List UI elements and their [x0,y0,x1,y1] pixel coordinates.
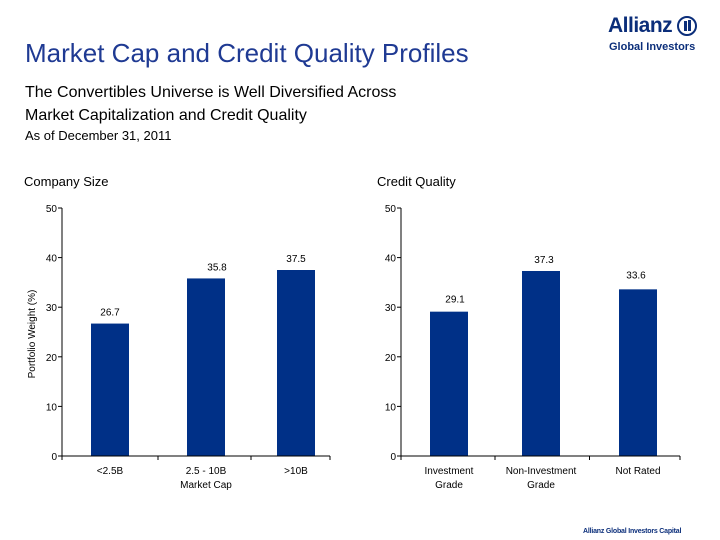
footer-brand: Allianz Global Investors Capital [583,528,682,535]
credit-quality-y-tick-label: 30 [385,303,397,314]
company-size-bar [91,323,129,456]
credit-quality-data-label: 33.6 [626,270,646,281]
company-size-y-tick-label: 10 [46,402,58,413]
company-size-y-axis-title: Portfolio Weight (%) [27,290,38,379]
company-size-category-label: >10B [284,466,308,477]
company-size-data-label: 35.8 [207,262,227,273]
credit-quality-category-label: Investment [425,466,474,477]
credit-quality-category-label: Non-Investment [506,466,577,477]
subtitle-line-2: Market Capitalization and Credit Quality [25,107,307,124]
credit-quality-y-tick-label: 40 [385,254,397,265]
credit-quality-data-label: 29.1 [445,295,465,306]
logo-wordmark: Allianz [608,14,673,37]
credit-quality-y-tick-label: 0 [390,452,396,463]
subtitle: The Convertibles Universe is Well Divers… [25,81,545,127]
credit-quality-bar [430,311,468,456]
credit-quality-data-label: 37.3 [534,255,554,266]
credit-quality-y-tick-label: 50 [385,204,397,215]
company-size-y-tick-label: 0 [51,452,57,463]
allianz-logo: Allianz Global Investors [600,14,705,58]
company-size-category-label: <2.5B [97,466,124,477]
credit-quality-category-label: Grade [527,480,555,491]
page-title: Market Cap and Credit Quality Profiles [25,38,469,68]
company-size-category-label: Market Cap [180,480,232,491]
company-size-y-tick-label: 20 [46,353,58,364]
logo-tagline: Global Investors [609,41,696,53]
company-size-y-tick-label: 30 [46,303,58,314]
company-size-y-tick-label: 40 [46,254,58,265]
credit-quality-y-tick-label: 10 [385,402,397,413]
credit-quality-bar [619,289,657,456]
company-size-bar [277,270,315,456]
company-size-bar [187,278,225,456]
allianz-eagle-icon [677,16,697,36]
credit-quality-category-label: Grade [435,480,463,491]
credit-quality-y-tick-label: 20 [385,353,397,364]
company-size-y-tick-label: 50 [46,204,58,215]
credit-quality-title: Credit Quality [377,174,456,189]
credit-quality-bar [522,270,560,456]
subtitle-line-1: The Convertibles Universe is Well Divers… [25,84,397,101]
credit-quality-category-label: Not Rated [615,466,660,477]
company-size-data-label: 37.5 [286,254,306,265]
company-size-title: Company Size [24,174,109,189]
company-size-data-label: 26.7 [100,308,120,319]
company-size-category-label: 2.5 - 10B [186,466,227,477]
as-of-date: As of December 31, 2011 [25,128,172,143]
